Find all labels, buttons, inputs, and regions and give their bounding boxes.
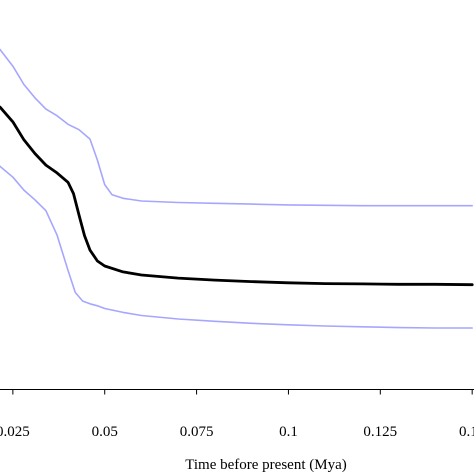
x-tick-label: 0.125 (363, 424, 397, 440)
x-tick-label: 0.075 (180, 424, 214, 440)
x-tick-label: 0.025 (0, 424, 30, 440)
plot-area: 0.025 0.05 0.075 0.1 0.125 0.15 (0, 48, 474, 440)
x-tick-label: 0.1 (279, 424, 298, 440)
lower-bound-line (0, 165, 474, 329)
x-axis-title: Time before present (Mya) (185, 457, 346, 473)
x-tick-label: 0.05 (92, 424, 118, 440)
median-line (0, 105, 474, 287)
upper-bound-line (0, 48, 474, 207)
series-layer (0, 48, 474, 329)
x-tick-label: 0.15 (459, 424, 474, 440)
x-ticks: 0.025 0.05 0.075 0.1 0.125 0.15 (0, 389, 474, 440)
